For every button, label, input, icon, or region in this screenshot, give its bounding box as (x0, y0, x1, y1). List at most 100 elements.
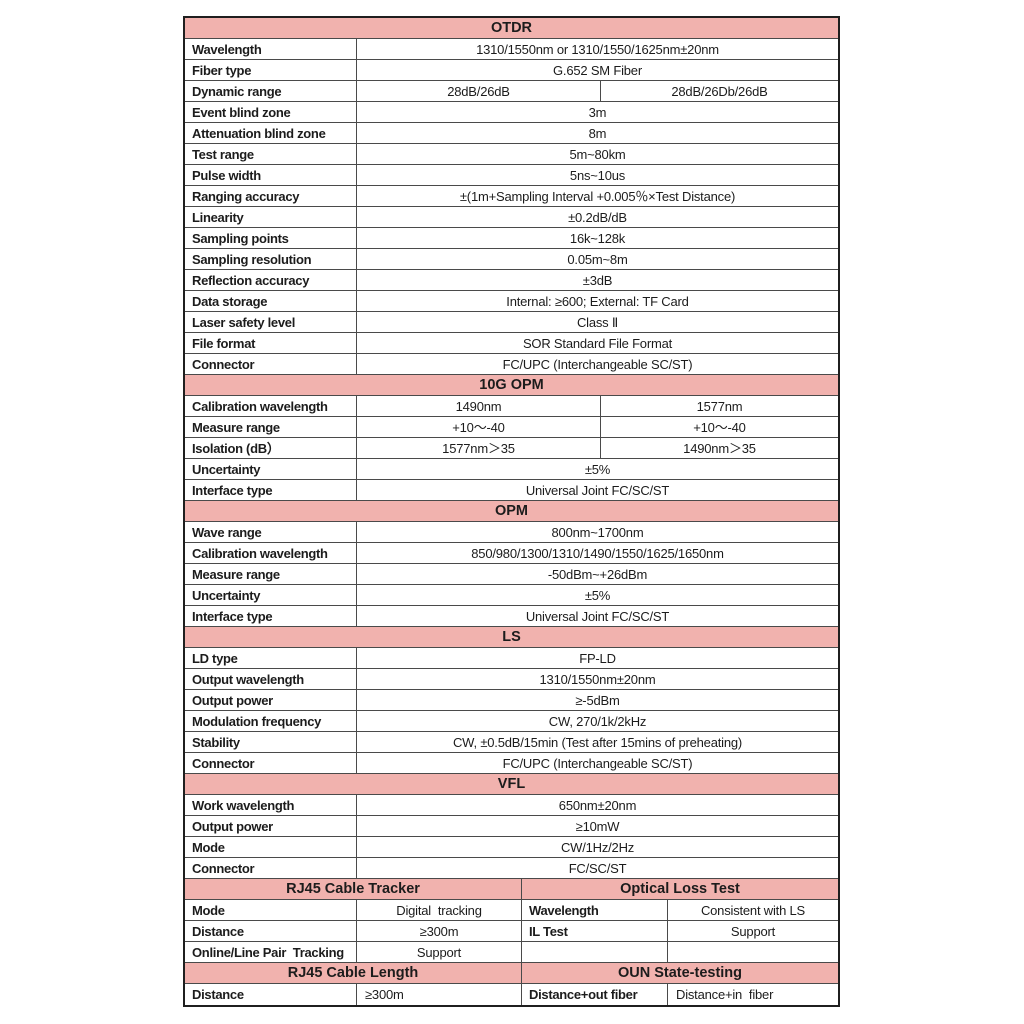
spec-value: 5ns~10us (569, 167, 626, 183)
spec-value: 1577nm＞35 (357, 438, 601, 458)
table-row: Laser safety level Class Ⅱ (185, 312, 838, 333)
spec-value: ±(1m+Sampling Interval +0.005％×Test Dist… (459, 188, 736, 204)
table-row: Measure range +10～-40 +10～-40 (185, 417, 838, 438)
spec-value: ≥300m (357, 984, 522, 1005)
spec-value: SOR Standard File Format (522, 335, 673, 351)
table-row: Sampling resolution 0.05m~8m (185, 249, 838, 270)
spec-label-modulation-frequency: Modulation frequency (185, 711, 357, 731)
spec-value: 3m (588, 104, 607, 120)
spec-value: 5m~80km (569, 146, 626, 162)
table-row: VFL (185, 774, 838, 795)
table-row: Calibration wavelength 1490nm 1577nm (185, 396, 838, 417)
spec-value: Distance+in fiber (676, 987, 774, 1002)
table-row: Uncertainty ±5% (185, 459, 838, 480)
table-row: RJ45 Cable Length OUN State-testing (185, 963, 838, 984)
spec-label-interface-type: Interface type (185, 606, 357, 626)
spec-label-output-power: Output power (185, 690, 357, 710)
spec-label-calibration-wavelength: Calibration wavelength (185, 543, 357, 563)
table-row: Wave range 800nm~1700nm (185, 522, 838, 543)
section-header-rj45-cable-length: RJ45 Cable Length (185, 963, 522, 983)
spec-value: +10～-40 (357, 417, 601, 437)
spec-label-calibration-wavelength: Calibration wavelength (185, 396, 357, 416)
spec-value: 16k~128k (569, 230, 626, 246)
spec-value: CW, ±0.5dB/15min (Test after 15mins of p… (452, 734, 743, 750)
spec-label-connector: Connector (185, 858, 357, 878)
table-row: Interface type Universal Joint FC/SC/ST (185, 606, 838, 627)
spec-value: 850/980/1300/1310/1490/1550/1625/1650nm (471, 545, 724, 561)
table-row: Attenuation blind zone 8m (185, 123, 838, 144)
spec-label-sampling-points: Sampling points (185, 228, 357, 248)
spec-label-interface-type: Interface type (185, 480, 357, 500)
table-row: LS (185, 627, 838, 648)
spec-label-mode: Mode (185, 900, 357, 920)
spec-value: Digital tracking (357, 900, 522, 920)
section-header-10g-opm: 10G OPM (185, 375, 838, 395)
spec-label-wavelength: Wavelength (185, 39, 357, 59)
spec-value: FC/SC/ST (568, 860, 627, 876)
spec-value: -50dBm~+26dBm (547, 566, 648, 582)
table-row: Stability CW, ±0.5dB/15min (Test after 15… (185, 732, 838, 753)
spec-value (668, 942, 838, 962)
spec-label-event-blind-zone: Event blind zone (185, 102, 357, 122)
spec-value: CW/1Hz/2Hz (560, 839, 635, 855)
spec-value: Support (730, 923, 776, 939)
spec-value: ±0.2dB/dB (568, 209, 627, 225)
spec-value: ±5% (584, 461, 611, 477)
table-row: Modulation frequency CW, 270/1k/2kHz (185, 711, 838, 732)
spec-label-sampling-resolution: Sampling resolution (185, 249, 357, 269)
table-row: OTDR (185, 18, 838, 39)
spec-label-distance: Distance (185, 984, 357, 1005)
table-row: Wavelength 1310/1550nm or 1310/1550/1625n… (185, 39, 838, 60)
table-row: Mode CW/1Hz/2Hz (185, 837, 838, 858)
table-row: OPM (185, 501, 838, 522)
spec-value: ≥10mW (575, 818, 620, 834)
table-row: Output power ≥-5dBm (185, 690, 838, 711)
section-header-optical-loss-test: Optical Loss Test (522, 879, 838, 899)
table-row: Connector FC/UPC (Interchangeable SC/ST) (185, 753, 838, 774)
table-row: Dynamic range 28dB/26dB 28dB/26Db/26dB (185, 81, 838, 102)
spec-label-connector: Connector (185, 753, 357, 773)
spec-label-wavelength: Wavelength (522, 900, 668, 920)
table-row: Ranging accuracy ±(1m+Sampling Interval +… (185, 186, 838, 207)
spec-value: Class Ⅱ (576, 314, 619, 330)
spec-label-distance-out-fiber: Distance+out fiber (522, 984, 668, 1005)
spec-label-dynamic-range: Dynamic range (185, 81, 357, 101)
spec-label-data-storage: Data storage (185, 291, 357, 311)
spec-value: G.652 SM Fiber (553, 62, 642, 78)
spec-label-measure-range: Measure range (185, 417, 357, 437)
table-row: Reflection accuracy ±3dB (185, 270, 838, 291)
spec-value: CW, 270/1k/2kHz (548, 713, 647, 729)
spec-label-test-range: Test range (185, 144, 357, 164)
table-row: Connector FC/SC/ST (185, 858, 838, 879)
spec-value: ≥300m (357, 921, 522, 941)
section-header-ls: LS (185, 627, 838, 647)
spec-value: ±3dB (582, 272, 613, 288)
spec-value: 1310/1550nm±20nm (539, 671, 656, 687)
spec-table: OTDR Wavelength 1310/1550nm or 1310/1550/1… (183, 16, 840, 1007)
spec-value: 800nm~1700nm (551, 524, 644, 540)
section-header-vfl: VFL (185, 774, 838, 794)
table-row: LD type FP-LD (185, 648, 838, 669)
spec-value: +10～-40 (693, 419, 746, 435)
table-row: Test range 5m~80km (185, 144, 838, 165)
spec-label-stability: Stability (185, 732, 357, 752)
spec-value: ±5% (584, 587, 611, 603)
spec-value: 1310/1550nm or 1310/1550/1625nm±20nm (476, 41, 719, 57)
spec-value: ≥-5dBm (575, 692, 620, 708)
spec-label-distance: Distance (185, 921, 357, 941)
spec-value: Internal: ≥600; External: TF Card (506, 293, 689, 309)
spec-label-ranging-accuracy: Ranging accuracy (185, 186, 357, 206)
table-row: Mode Digital tracking Wavelength Consistent… (185, 900, 838, 921)
table-row: Work wavelength 650nm±20nm (185, 795, 838, 816)
section-header-otdr: OTDR (185, 18, 838, 38)
spec-label-isolation-db: Isolation (dB） (185, 438, 357, 458)
spec-label-connector: Connector (185, 354, 357, 374)
spec-value: 28dB/26dB (357, 81, 601, 101)
spec-label-online-line-pair-tracking: Online/Line Pair Tracking (185, 942, 357, 962)
table-row: Isolation (dB） 1577nm＞35 1490nm＞35 (185, 438, 838, 459)
spec-value: Support (357, 942, 522, 962)
section-header-oun-state-testing: OUN State-testing (522, 963, 838, 983)
spec-label-blank (522, 942, 668, 962)
spec-label-laser-safety-level: Laser safety level (185, 312, 357, 332)
spec-value: Consistent with LS (700, 902, 806, 918)
